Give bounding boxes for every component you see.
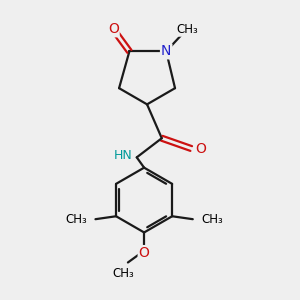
- Text: O: O: [139, 246, 149, 260]
- Text: CH₃: CH₃: [201, 213, 223, 226]
- Text: CH₃: CH₃: [176, 23, 198, 36]
- Text: O: O: [108, 22, 118, 36]
- Text: CH₃: CH₃: [112, 267, 134, 280]
- Text: HN: HN: [114, 149, 132, 162]
- Text: N: N: [161, 44, 171, 58]
- Text: CH₃: CH₃: [65, 213, 87, 226]
- Text: O: O: [195, 142, 206, 155]
